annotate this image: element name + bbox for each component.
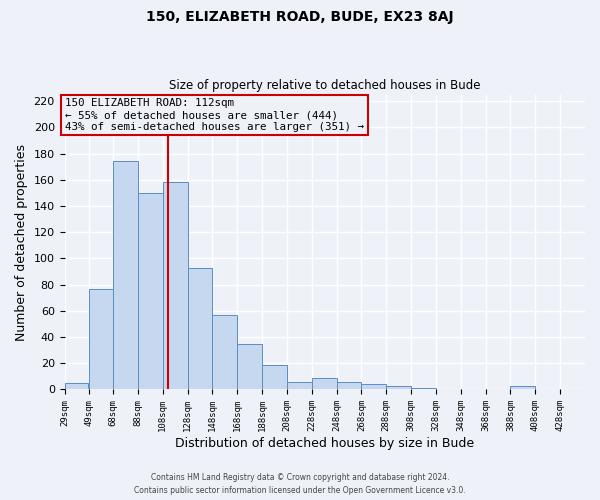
Bar: [113, 162, 138, 390]
Bar: [361, 384, 386, 390]
Text: Contains HM Land Registry data © Crown copyright and database right 2024.
Contai: Contains HM Land Registry data © Crown c…: [134, 474, 466, 495]
Bar: [312, 378, 337, 390]
Text: 150, ELIZABETH ROAD, BUDE, EX23 8AJ: 150, ELIZABETH ROAD, BUDE, EX23 8AJ: [146, 10, 454, 24]
Bar: [89, 288, 113, 390]
X-axis label: Distribution of detached houses by size in Bude: Distribution of detached houses by size …: [175, 437, 475, 450]
Bar: [65, 383, 88, 390]
Bar: [262, 364, 287, 390]
Bar: [212, 315, 237, 390]
Bar: [287, 382, 312, 390]
Bar: [188, 268, 212, 390]
Bar: [337, 382, 361, 390]
Bar: [386, 386, 411, 390]
Bar: [138, 193, 163, 390]
Text: 150 ELIZABETH ROAD: 112sqm
← 55% of detached houses are smaller (444)
43% of sem: 150 ELIZABETH ROAD: 112sqm ← 55% of deta…: [65, 98, 364, 132]
Y-axis label: Number of detached properties: Number of detached properties: [15, 144, 28, 340]
Bar: [163, 182, 188, 390]
Bar: [411, 388, 436, 390]
Title: Size of property relative to detached houses in Bude: Size of property relative to detached ho…: [169, 79, 481, 92]
Bar: [237, 344, 262, 390]
Bar: [511, 386, 535, 390]
